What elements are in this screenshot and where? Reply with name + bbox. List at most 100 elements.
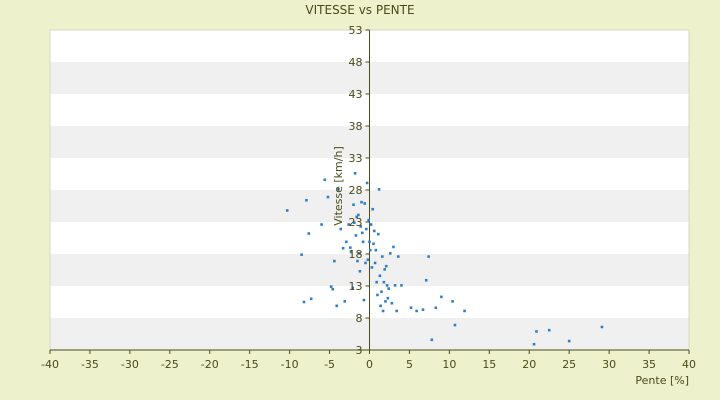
x-tick-label: 25: [562, 358, 576, 371]
data-point: [339, 227, 343, 231]
data-point: [361, 231, 364, 235]
x-tick-label: 5: [406, 358, 413, 371]
data-point: [307, 232, 311, 235]
data-point: [386, 296, 390, 300]
data-point: [349, 246, 352, 249]
data-point: [335, 304, 339, 308]
data-point: [383, 268, 386, 271]
data-point: [376, 293, 379, 297]
x-tick-label: -15: [241, 358, 259, 371]
data-point: [385, 284, 389, 287]
y-tick-label: 23: [349, 216, 363, 229]
y-tick-label: 38: [349, 120, 363, 133]
data-point: [384, 264, 388, 268]
data-point: [353, 221, 356, 224]
data-point: [337, 188, 340, 191]
data-point: [380, 290, 383, 294]
data-point: [388, 252, 392, 255]
data-point: [329, 285, 333, 288]
data-point: [358, 269, 362, 273]
data-point: [384, 300, 387, 303]
data-point: [347, 223, 351, 226]
data-point: [424, 278, 428, 282]
data-point: [349, 250, 353, 254]
data-point: [374, 248, 378, 252]
data-point: [427, 255, 430, 258]
data-point: [341, 246, 345, 250]
data-point: [535, 330, 538, 333]
y-tick-label: 13: [349, 280, 363, 293]
data-point: [396, 255, 400, 258]
data-point: [390, 301, 394, 305]
data-point: [333, 259, 336, 263]
data-point: [309, 297, 313, 301]
data-point: [360, 200, 363, 204]
x-tick-label: -30: [121, 358, 139, 371]
x-tick-label: -25: [161, 358, 179, 371]
data-point: [357, 213, 360, 217]
y-tick-label: 43: [349, 88, 363, 101]
x-axis-label: Pente [%]: [635, 374, 689, 387]
x-tick-label: 40: [682, 358, 696, 371]
x-tick-label: -5: [324, 358, 335, 371]
x-tick-label: -20: [201, 358, 219, 371]
y-tick-label: 33: [349, 152, 363, 165]
data-point: [421, 308, 425, 311]
data-point: [372, 229, 376, 233]
data-point: [369, 223, 373, 226]
y-tick-label: 48: [349, 56, 363, 69]
data-point: [451, 300, 454, 303]
data-point: [285, 209, 289, 212]
data-point: [300, 253, 303, 256]
x-tick-label: 20: [522, 358, 536, 371]
data-point: [356, 259, 359, 263]
data-point: [345, 240, 348, 244]
chart-title: VITESSE vs PENTE: [305, 3, 414, 17]
y-tick-label: 18: [349, 248, 363, 261]
data-point: [378, 274, 382, 278]
data-point: [395, 309, 398, 313]
data-point: [302, 300, 306, 304]
data-point: [567, 339, 571, 343]
data-point: [357, 252, 361, 255]
data-point: [547, 328, 551, 332]
data-point: [343, 300, 347, 303]
data-point: [380, 255, 384, 258]
data-point: [362, 298, 366, 302]
data-point: [368, 248, 372, 252]
data-point: [381, 309, 385, 313]
data-point: [376, 232, 380, 236]
x-axis-ticks: -40 -35 -30 -25 -20 -15 -10 -5 0 5 10 15 20 25 30 35 40: [41, 350, 696, 371]
data-point: [532, 342, 536, 346]
data-point: [320, 223, 323, 226]
data-point: [453, 323, 457, 327]
y-tick-label: 3: [356, 344, 363, 357]
data-point: [430, 338, 434, 342]
data-point: [355, 215, 359, 219]
data-point: [415, 309, 418, 313]
data-point: [382, 280, 386, 284]
data-point: [600, 325, 604, 329]
data-point: [392, 245, 395, 249]
data-point: [323, 178, 327, 182]
data-point: [351, 286, 355, 290]
data-point: [371, 207, 374, 211]
data-points: [285, 172, 604, 346]
x-tick-label: -35: [81, 358, 99, 371]
y-tick-label: 53: [349, 24, 363, 37]
data-point: [364, 261, 367, 265]
data-point: [359, 225, 363, 228]
x-tick-label: -40: [41, 358, 59, 371]
data-point: [379, 304, 382, 308]
data-point: [373, 261, 377, 265]
x-tick-label: -10: [281, 358, 299, 371]
data-point: [434, 306, 438, 310]
data-point: [368, 240, 371, 244]
data-point: [353, 172, 357, 175]
data-point: [409, 306, 413, 310]
data-point: [400, 284, 403, 287]
data-point: [393, 284, 397, 287]
